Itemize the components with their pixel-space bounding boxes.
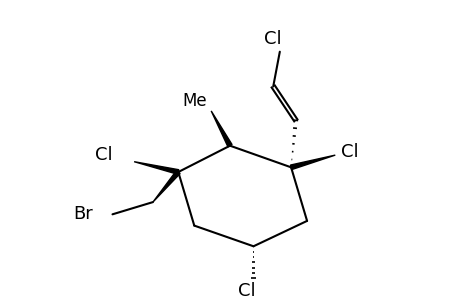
Text: Me: Me	[182, 92, 206, 110]
Polygon shape	[211, 111, 231, 147]
Text: Cl: Cl	[264, 31, 281, 49]
Polygon shape	[152, 170, 180, 202]
Polygon shape	[290, 155, 335, 169]
Polygon shape	[134, 162, 179, 174]
Text: Cl: Cl	[340, 143, 358, 161]
Text: Cl: Cl	[238, 282, 255, 300]
Text: Cl: Cl	[95, 146, 112, 164]
Text: Br: Br	[73, 205, 93, 223]
